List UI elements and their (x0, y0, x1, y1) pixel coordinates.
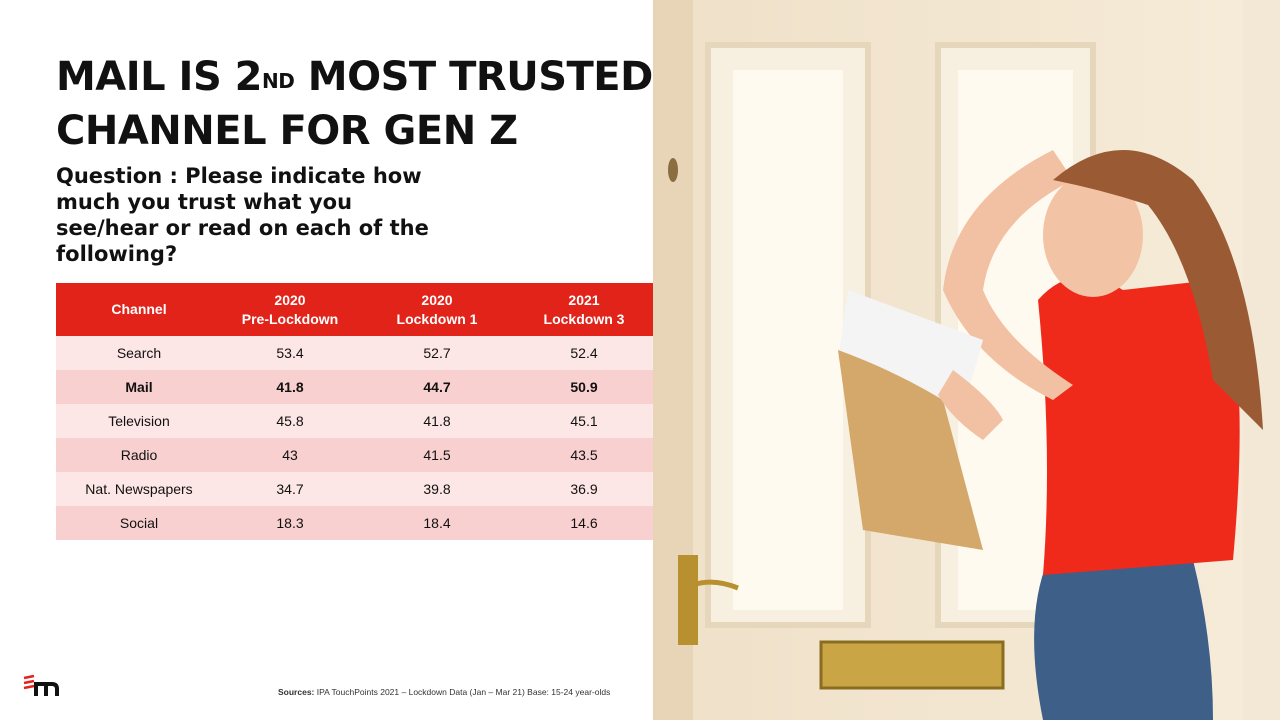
value-cell: 52.4 (516, 336, 652, 370)
title-sup: ND (262, 69, 295, 93)
value-cell: 53.4 (222, 336, 358, 370)
value-cell: 41.8 (222, 370, 358, 404)
channel-cell: Search (56, 336, 222, 370)
sources: Sources: IPA TouchPoints 2021 – Lockdown… (278, 687, 610, 697)
channel-cell: Nat. Newspapers (56, 472, 222, 506)
value-cell: 14.6 (516, 506, 652, 540)
logo (23, 674, 59, 696)
value-cell: 45.1 (516, 404, 652, 438)
channel-cell: Mail (56, 370, 222, 404)
header-line: 2020 (274, 291, 306, 308)
value-cell: 43 (222, 438, 358, 472)
value-cell: 43.5 (516, 438, 652, 472)
column-header: 2020 Pre-Lockdown (222, 283, 358, 336)
value-cell: 45.8 (222, 404, 358, 438)
title-pre: MAIL IS 2 (56, 54, 263, 100)
column-header: Channel (56, 283, 222, 336)
question: Question : Please indicate how much you … (56, 164, 429, 266)
title: MAIL IS 2ND MOST TRUSTED CHANNEL FOR GEN… (56, 50, 656, 158)
header-line: Channel (111, 301, 167, 317)
value-cell: 18.3 (222, 506, 358, 540)
sources-label: Sources: (278, 687, 315, 697)
photo (653, 0, 1280, 720)
value-cell: 18.4 (358, 506, 516, 540)
header-line: Pre-Lockdown (241, 310, 339, 327)
value-cell: 39.8 (358, 472, 516, 506)
header-line: 2020 (421, 291, 453, 308)
column-header: 2021 Lockdown 3 (516, 283, 652, 336)
header-line: 2021 (568, 291, 600, 308)
value-cell: 41.5 (358, 438, 516, 472)
channel-cell: Radio (56, 438, 222, 472)
value-cell: 34.7 (222, 472, 358, 506)
channel-cell: Television (56, 404, 222, 438)
title-post: MOST TRUSTED CHANNEL FOR GEN Z (56, 54, 653, 154)
value-cell: 44.7 (358, 370, 516, 404)
sources-text: IPA TouchPoints 2021 – Lockdown Data (Ja… (316, 687, 611, 697)
value-cell: 36.9 (516, 472, 652, 506)
header-line: Lockdown 3 (543, 310, 625, 327)
header-line: Lockdown 1 (396, 310, 478, 327)
channel-cell: Social (56, 506, 222, 540)
column-header: 2020 Lockdown 1 (358, 283, 516, 336)
value-cell: 50.9 (516, 370, 652, 404)
value-cell: 52.7 (358, 336, 516, 370)
value-cell: 41.8 (358, 404, 516, 438)
